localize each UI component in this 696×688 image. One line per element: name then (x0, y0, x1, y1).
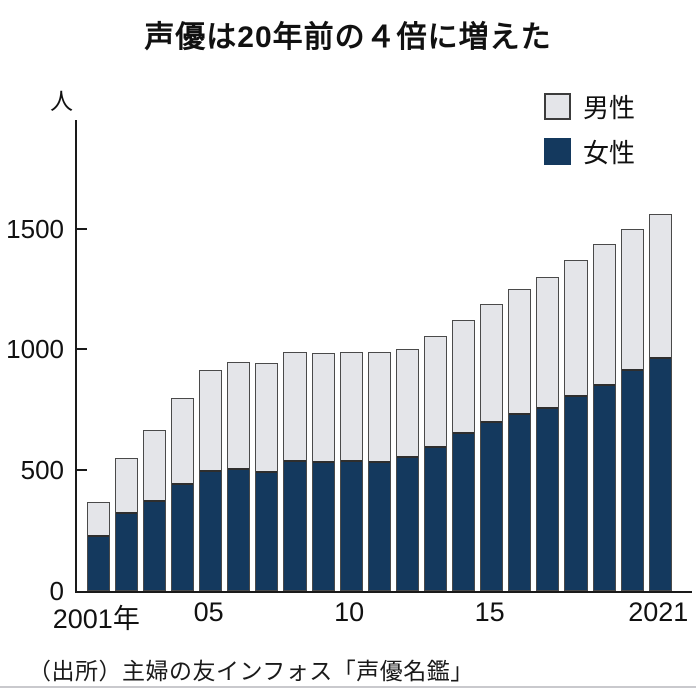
bar-segment-female (565, 394, 587, 590)
bar-2019 (592, 244, 616, 591)
x-tick-label: 2001年 (52, 604, 140, 634)
y-axis-unit-label: 人 (50, 88, 73, 114)
source-note: （出所）主婦の友インフォス「声優名鑑」 (28, 658, 474, 684)
bar-segment-female (200, 469, 222, 590)
chart-title: 声優は20年前の４倍に増えた (144, 21, 552, 54)
bar-2015 (480, 303, 504, 591)
legend: 男性 女性 (544, 88, 635, 178)
x-tick-label: 05 (193, 597, 224, 627)
bar-segment-female (621, 369, 643, 590)
bar-2021 (648, 214, 672, 591)
bar-segment-female (593, 383, 615, 590)
bar-2003 (142, 430, 167, 591)
bar-segment-female (368, 461, 390, 590)
bar-2009 (311, 353, 335, 591)
bar-segment-female (172, 482, 194, 590)
bar-segment-female (228, 468, 250, 590)
bar-segment-female (340, 460, 362, 590)
y-tick-label: 1500 (6, 213, 64, 244)
bar-segment-female (87, 534, 109, 590)
bar-2011 (367, 351, 391, 591)
legend-item-female: 女性 (544, 133, 635, 170)
bar-segment-female (424, 445, 447, 590)
bar-segment-female (537, 406, 559, 590)
bar-2013 (423, 336, 448, 591)
female-swatch-icon (544, 138, 571, 165)
bar-segment-female (509, 412, 531, 590)
bar-segment-female (481, 421, 503, 590)
bar-segment-female (396, 456, 418, 590)
bar-2016 (508, 289, 532, 591)
bar-2020 (620, 228, 644, 591)
y-tick-label: 1000 (6, 334, 64, 365)
y-tick-label: 500 (20, 455, 64, 486)
bar-2018 (564, 260, 588, 591)
bar-segment-female (256, 470, 278, 590)
male-swatch-icon (544, 93, 571, 120)
x-tick-label: 10 (334, 597, 365, 627)
bar-segment-female (649, 357, 671, 590)
y-tick-mark (77, 469, 87, 472)
x-tick-label: 15 (474, 597, 505, 627)
bar-2008 (283, 351, 307, 591)
bar-segment-female (115, 511, 137, 590)
bar-2002 (114, 458, 138, 591)
bar-segment-female (143, 499, 166, 590)
plot-area (75, 120, 692, 593)
y-tick-mark (77, 227, 87, 230)
bottom-divider (0, 686, 696, 688)
bar-segment-female (284, 460, 306, 590)
bar-2014 (452, 320, 476, 591)
bar-segment-female (453, 432, 475, 590)
y-tick-mark (77, 348, 87, 351)
bar-2006 (227, 361, 251, 591)
bar-segment-female (312, 461, 334, 590)
bar-2005 (199, 370, 223, 591)
legend-label-female: 女性 (583, 138, 636, 168)
bar-2007 (255, 362, 279, 591)
x-tick-label: 2021 (628, 597, 689, 627)
bar-2004 (171, 397, 195, 591)
y-tick-label: 0 (49, 576, 64, 606)
bar-2010 (339, 351, 363, 591)
legend-label-male: 男性 (583, 93, 636, 123)
bar-2001 (86, 501, 110, 591)
bar-2017 (536, 277, 560, 591)
legend-item-male: 男性 (544, 88, 635, 125)
bar-2012 (395, 349, 419, 591)
